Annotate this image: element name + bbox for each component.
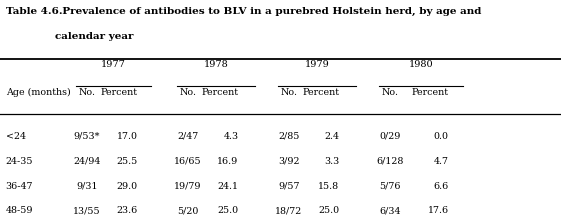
- Text: 48-59: 48-59: [6, 206, 33, 215]
- Text: Percent: Percent: [412, 88, 449, 97]
- Text: 23.6: 23.6: [116, 206, 137, 215]
- Text: 29.0: 29.0: [116, 182, 137, 190]
- Text: 25.5: 25.5: [116, 157, 137, 165]
- Text: 0.0: 0.0: [434, 132, 449, 140]
- Text: 1980: 1980: [408, 60, 433, 69]
- Text: 0/29: 0/29: [379, 132, 401, 140]
- Text: 16.9: 16.9: [217, 157, 238, 165]
- Text: 15.8: 15.8: [318, 182, 339, 190]
- Text: Percent: Percent: [302, 88, 339, 97]
- Text: Table 4.6.: Table 4.6.: [6, 7, 62, 16]
- Text: 9/53*: 9/53*: [73, 132, 100, 140]
- Text: Prevalence of antibodies to BLV in a purebred Holstein herd, by age and: Prevalence of antibodies to BLV in a pur…: [55, 7, 481, 16]
- Text: 1978: 1978: [204, 60, 228, 69]
- Text: calendar year: calendar year: [55, 32, 134, 41]
- Text: 5/20: 5/20: [177, 206, 199, 215]
- Text: 36-47: 36-47: [6, 182, 33, 190]
- Text: 25.0: 25.0: [318, 206, 339, 215]
- Text: 4.3: 4.3: [223, 132, 238, 140]
- Text: 17.0: 17.0: [117, 132, 137, 140]
- Text: 2/85: 2/85: [278, 132, 300, 140]
- Text: <24: <24: [6, 132, 26, 140]
- Text: 9/31: 9/31: [76, 182, 98, 190]
- Text: 24-35: 24-35: [6, 157, 33, 165]
- Text: 19/79: 19/79: [174, 182, 202, 190]
- Text: 6/128: 6/128: [376, 157, 403, 165]
- Text: No.: No.: [381, 88, 398, 97]
- Text: No.: No.: [79, 88, 95, 97]
- Text: 17.6: 17.6: [427, 206, 449, 215]
- Text: No.: No.: [280, 88, 297, 97]
- Text: 2.4: 2.4: [324, 132, 339, 140]
- Text: 5/76: 5/76: [379, 182, 401, 190]
- Text: Age (months): Age (months): [6, 88, 70, 97]
- Text: 16/65: 16/65: [174, 157, 202, 165]
- Text: 9/57: 9/57: [278, 182, 300, 190]
- Text: 24/94: 24/94: [73, 157, 100, 165]
- Text: 18/72: 18/72: [275, 206, 302, 215]
- Text: Percent: Percent: [100, 88, 137, 97]
- Text: Percent: Percent: [201, 88, 238, 97]
- Text: 13/55: 13/55: [73, 206, 101, 215]
- Text: 2/47: 2/47: [177, 132, 199, 140]
- Text: 24.1: 24.1: [218, 182, 238, 190]
- Text: 6/34: 6/34: [379, 206, 401, 215]
- Text: 3/92: 3/92: [278, 157, 300, 165]
- Text: 6.6: 6.6: [434, 182, 449, 190]
- Text: No.: No.: [180, 88, 196, 97]
- Text: 4.7: 4.7: [434, 157, 449, 165]
- Text: 1979: 1979: [305, 60, 329, 69]
- Text: 1977: 1977: [101, 60, 126, 69]
- Text: 25.0: 25.0: [217, 206, 238, 215]
- Text: 3.3: 3.3: [324, 157, 339, 165]
